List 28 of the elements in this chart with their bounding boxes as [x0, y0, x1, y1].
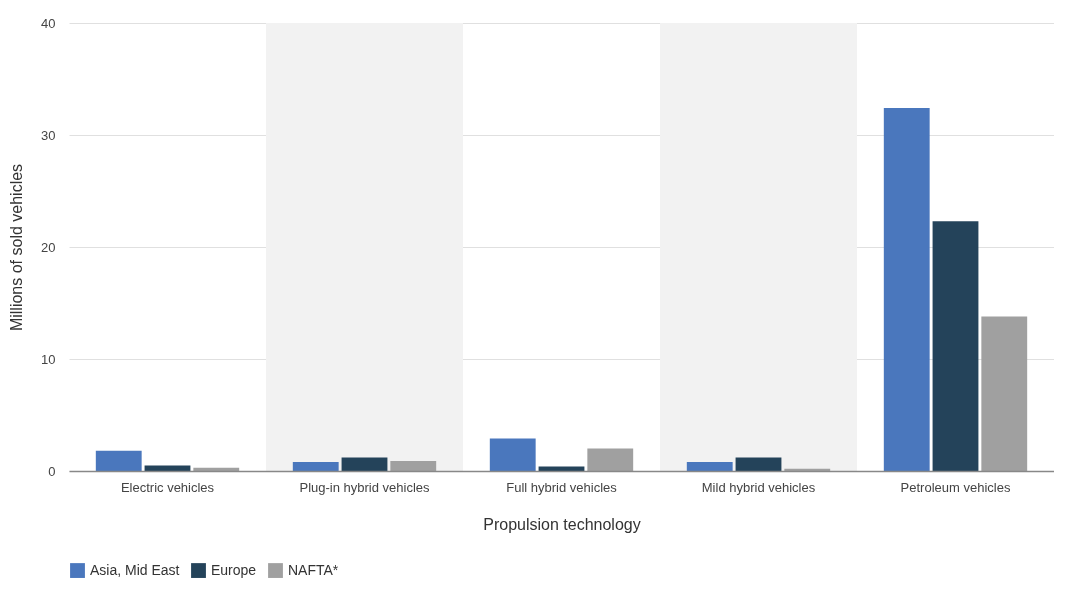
x-tick-label: Plug-in hybrid vehicles: [299, 479, 431, 495]
bar: [95, 450, 142, 471]
x-tick-label: Full hybrid vehicles: [506, 479, 618, 495]
bar: [489, 438, 536, 471]
bar: [883, 108, 930, 471]
x-tick-label: Petroleum vehicles: [900, 479, 1011, 495]
legend-label: Asia, Mid East: [90, 561, 180, 578]
y-tick-label: 0: [48, 463, 56, 479]
bar: [390, 460, 437, 471]
bar: [292, 462, 339, 471]
bar: [193, 467, 240, 471]
bar: [587, 448, 634, 471]
legend-label: Europe: [211, 561, 257, 578]
x-tick-label: Mild hybrid vehicles: [701, 479, 816, 495]
x-tick-label: Electric vehicles: [120, 479, 215, 495]
x-axis-title: Propulsion technology: [483, 515, 641, 533]
y-tick-label: 10: [41, 351, 56, 367]
y-tick-label: 20: [41, 239, 56, 255]
bar: [981, 316, 1028, 471]
bar: [144, 465, 191, 471]
legend-label: NAFTA*: [288, 561, 339, 578]
bar: [341, 457, 388, 471]
bar: [932, 221, 979, 471]
y-axis-title: Millions of sold vehicles: [8, 163, 26, 332]
bar: [686, 462, 733, 471]
y-tick-label: 30: [41, 127, 56, 143]
y-tick-label: 40: [41, 15, 56, 31]
bar: [735, 457, 782, 471]
